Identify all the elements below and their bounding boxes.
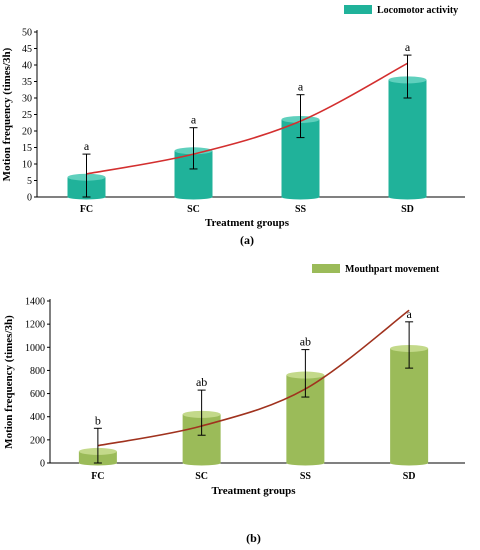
x-tick-label: FC <box>91 471 104 482</box>
significance-label: a <box>298 80 304 94</box>
panel-label: (a) <box>240 233 254 247</box>
y-tick-label: 35 <box>22 77 32 88</box>
y-tick-label: 400 <box>30 412 45 423</box>
bar-base <box>388 194 427 200</box>
significance-label: a <box>406 307 412 321</box>
y-tick-label: 25 <box>22 110 32 121</box>
legend: Mouthpart movement <box>312 264 440 275</box>
bar-base <box>182 460 221 466</box>
error-bar <box>405 321 414 369</box>
legend-swatch <box>344 5 372 14</box>
y-axis-title: Motion frequency (times/3h) <box>1 47 13 181</box>
x-tick-label: SD <box>401 204 414 215</box>
bar <box>281 115 320 200</box>
y-tick-label: 50 <box>22 28 32 39</box>
legend: Locomotor activity <box>344 5 458 16</box>
legend-swatch <box>312 264 340 273</box>
x-tick-label: SS <box>300 471 312 482</box>
significance-label: b <box>95 413 101 427</box>
x-tick-label: SS <box>295 204 307 215</box>
y-axis-title: Motion frequency (times/3h) <box>3 315 15 449</box>
y-tick-label: 20 <box>22 127 32 138</box>
significance-label: ab <box>196 375 207 389</box>
y-tick-label: 200 <box>30 435 45 446</box>
y-tick-label: 10 <box>22 160 32 171</box>
y-tick-label: 1400 <box>25 297 45 308</box>
error-bar <box>296 94 305 139</box>
panel-label: (b) <box>246 531 261 545</box>
error-bar <box>197 389 206 436</box>
x-tick-label: SC <box>195 471 208 482</box>
trend-line <box>97 309 410 447</box>
y-tick-label: 5 <box>27 176 32 187</box>
y-tick-label: 1000 <box>25 343 45 354</box>
significance-label: a <box>84 139 90 153</box>
x-axis-title: Treatment groups <box>205 217 290 229</box>
legend-label: Mouthpart movement <box>345 264 440 275</box>
error-bar <box>93 427 102 464</box>
y-tick-label: 1200 <box>25 320 45 331</box>
x-tick-label: FC <box>80 204 93 215</box>
error-bar <box>403 54 412 99</box>
x-axis-title: Treatment groups <box>211 485 296 497</box>
bar-base <box>281 194 320 200</box>
significance-label: a <box>405 40 411 54</box>
x-tick-label: SD <box>403 471 416 482</box>
bar <box>174 147 213 200</box>
chart-panel-b: 0 200 400 600 800 1000 1200 1400 b ab ab a FC SC SS SD T… <box>3 264 465 545</box>
y-tick-label: 0 <box>27 193 32 204</box>
bar-base <box>174 194 213 200</box>
error-bar <box>82 153 91 198</box>
bar-body <box>388 79 427 197</box>
y-tick-label: 15 <box>22 143 32 154</box>
bar <box>388 76 427 200</box>
y-tick-label: 45 <box>22 44 32 55</box>
y-tick-label: 30 <box>22 94 32 105</box>
error-bar <box>301 349 310 398</box>
chart-panel-a: 0 5 10 15 20 25 30 35 40 45 50 a a a a FC SC SS SD Treatmen… <box>1 5 465 247</box>
y-tick-label: 0 <box>40 459 45 470</box>
legend-label: Locomotor activity <box>377 5 458 16</box>
y-tick-label: 800 <box>30 366 45 377</box>
significance-label: ab <box>300 335 311 349</box>
bar-base <box>390 460 429 466</box>
significance-label: a <box>191 113 197 127</box>
trend-line <box>86 62 408 175</box>
y-tick-label: 600 <box>30 389 45 400</box>
bar-base <box>286 460 325 466</box>
x-tick-label: SC <box>187 204 200 215</box>
y-tick-label: 40 <box>22 61 32 72</box>
error-bar <box>189 127 198 170</box>
